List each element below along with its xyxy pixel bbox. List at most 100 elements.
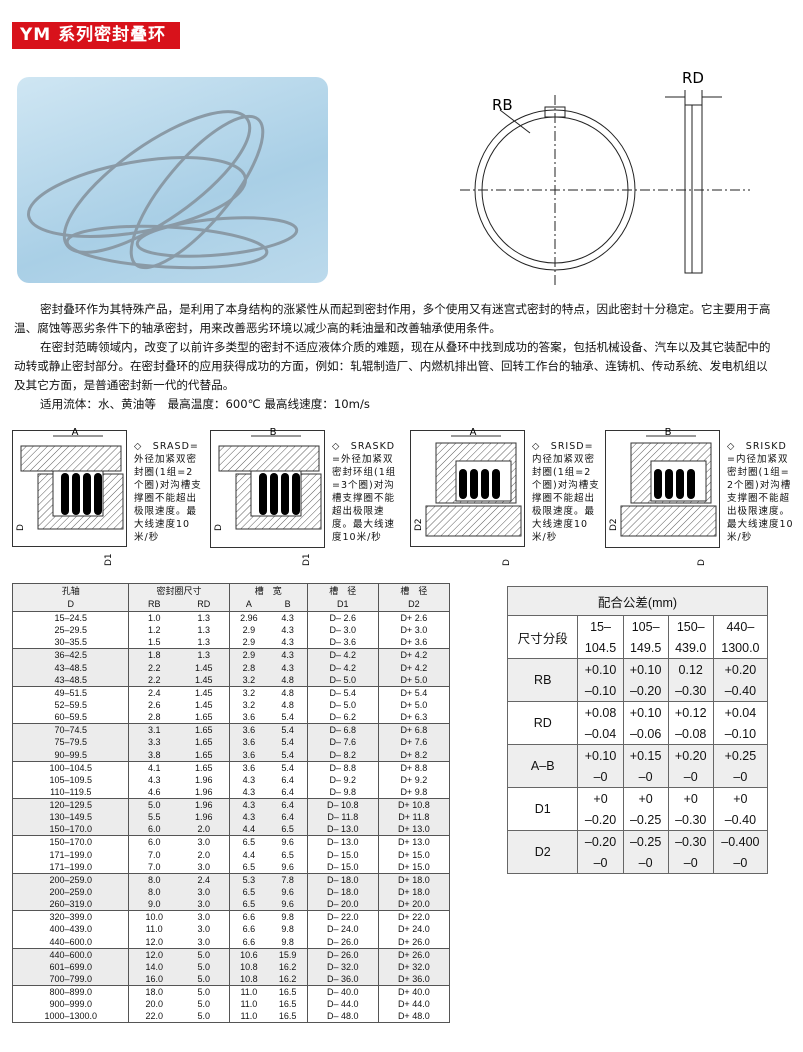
table-cell: D– 8.8	[307, 760, 379, 774]
table-row: 70–74.5 3.1 1.65 3.6 5.4 D– 6.8 D+ 6.8	[12, 723, 450, 737]
table-cell: D+ 10.8	[378, 797, 450, 811]
table-row: 43–48.5 2.2 1.45 2.8 4.3 D– 4.2 D+ 4.2	[12, 661, 450, 674]
col-header: 槽 径	[307, 583, 379, 598]
tolerance-row: –0.04 –0.06 –0.08 –0.10	[508, 723, 769, 745]
table-cell: 5.0	[178, 972, 230, 986]
table-row: 700–799.0 16.0 5.0 10.8 16.2 D– 36.0 D+ 36.0	[12, 972, 450, 986]
table-cell: D– 15.0	[307, 848, 379, 861]
table-cell: 3.6	[229, 748, 269, 762]
size-table: 孔轴 密封圈尺寸 槽 宽 槽 径 槽 径 D RB RD A B D1 D2 1…	[12, 583, 450, 1024]
table-cell: 4.3	[268, 624, 308, 637]
lower-tolerance: –0.10	[577, 680, 624, 702]
table-cell: D+ 8.2	[378, 748, 450, 762]
table-row: 440–600.0 12.0 3.0 6.6 9.8 D– 26.0 D+ 26.0	[12, 935, 450, 949]
range-start: 440–	[712, 615, 769, 637]
lower-tolerance: –0.06	[622, 723, 669, 745]
table-cell: 3.6	[242, 712, 256, 723]
table-cell: 8.0	[128, 885, 179, 899]
table-cell: 1.3	[178, 648, 230, 662]
table-cell: D– 20.0	[307, 898, 379, 911]
table-cell: D– 4.2	[307, 648, 379, 662]
diameter-label: D1	[104, 553, 114, 566]
table-cell: D– 15.0	[307, 860, 379, 874]
table-row: 200–259.0 8.0 3.0 6.5 9.6 D– 18.0 D+ 18.0	[12, 885, 450, 899]
diameter-label: D	[697, 559, 707, 566]
upper-tolerance: +0	[667, 787, 714, 809]
table-cell: 4.8	[268, 673, 308, 687]
table-cell: D– 18.0	[307, 872, 379, 886]
table-cell: 320–399.0	[12, 910, 130, 924]
table-cell: D+ 22.0	[378, 910, 450, 924]
table-cell: 6.5	[229, 898, 269, 911]
table-cell: 4.4	[229, 823, 269, 836]
table-cell: D+ 36.0	[378, 972, 450, 986]
range-start: 105–	[622, 615, 669, 637]
table-cell: 3.6	[229, 736, 269, 749]
table-cell: 4.8	[268, 698, 308, 712]
table-cell: 10.6	[229, 947, 269, 961]
dimension-label: A	[72, 427, 79, 438]
table-cell: 1.96	[178, 797, 230, 811]
col-subheader: RB	[128, 597, 179, 612]
tolerance-row: –0.20 –0.25 –0.30 –0.40	[508, 809, 769, 831]
table-cell: 105–109.5	[12, 773, 130, 786]
table-cell: 9.0	[128, 898, 179, 911]
table-cell: 200–259.0	[12, 872, 130, 886]
stacked-rings-image	[27, 110, 299, 270]
table-cell: 5.4	[268, 748, 308, 762]
seal-diagram: A D2 D	[410, 427, 525, 566]
table-cell: 15.9	[268, 947, 308, 961]
table-row: 43–48.5 2.2 1.45 3.2 4.8 D– 5.0 D+ 5.0	[12, 673, 450, 687]
table-cell: D– 3.0	[307, 624, 379, 637]
table-cell: D+ 7.6	[378, 736, 450, 749]
diagram-description: ◇ SRISD=内径加紧双密封圈(1组=2个圈)对沟槽支撑圈不能超出极限速度。最…	[532, 441, 600, 543]
diameter-label: D	[16, 524, 26, 531]
upper-tolerance: +0.25	[712, 744, 769, 766]
table-cell: D+ 5.0	[378, 673, 450, 687]
table-cell: D– 10.8	[307, 797, 379, 811]
table-cell: D+ 20.0	[378, 898, 450, 911]
table-cell: 2.0	[178, 823, 230, 836]
table-cell: 36–42.5	[12, 648, 130, 662]
table-cell: 7.8	[268, 872, 308, 886]
table-cell: 5.4	[268, 760, 308, 774]
table-cell: 10.8	[229, 972, 269, 986]
table-cell: D+ 2.6	[378, 611, 450, 624]
table-cell: 5.4	[268, 723, 308, 737]
col-subheader: D2	[378, 597, 450, 612]
table-cell: D+ 13.0	[378, 823, 450, 836]
table-row: 171–199.0 7.0 2.0 4.4 6.5 D– 15.0 D+ 15.0	[12, 848, 450, 861]
table-cell: D– 5.0	[307, 698, 379, 712]
table-cell: D+ 26.0	[378, 947, 450, 961]
tolerance-param: D2	[506, 830, 579, 874]
col-subheader: D	[12, 597, 130, 612]
table-cell: D– 7.6	[307, 736, 379, 749]
table-cell: D– 11.8	[307, 810, 379, 824]
table-cell: 2.4	[178, 872, 230, 886]
col-subheader: RD	[178, 597, 230, 612]
table-cell: D+ 3.6	[400, 637, 428, 648]
ring-dimension-drawing: RB RD	[460, 65, 750, 290]
table-cell: 6.0	[128, 835, 179, 849]
diagram-description: ◇ SRISKD=内径加紧双密封圈(1组=2个圈)对沟槽支撑圈不能超出极限速度。…	[727, 441, 794, 543]
table-cell: D– 26.0	[307, 947, 379, 961]
table-cell: 43–48.5	[12, 661, 130, 674]
table-cell: 6.4	[268, 773, 308, 786]
table-cell: 5.0	[178, 960, 230, 973]
table-cell: D+ 6.8	[378, 723, 450, 737]
table-row: 105–109.5 4.3 1.96 4.3 6.4 D– 9.2 D+ 9.2	[12, 773, 450, 786]
table-cell: 6.6	[242, 924, 256, 935]
lower-tolerance: –0.20	[622, 680, 669, 702]
table-cell: 18.0	[128, 984, 179, 998]
tolerance-param: A–B	[506, 744, 579, 788]
table-cell: 16.5	[268, 997, 308, 1011]
table-cell: D– 26.0	[307, 935, 379, 949]
table-cell: 4.3	[147, 774, 161, 785]
table-row: 320–399.0 10.0 3.0 6.6 9.8 D– 22.0 D+ 22.0	[12, 910, 450, 924]
table-cell: 1.8	[128, 648, 179, 662]
table-cell: 30–35.5	[12, 636, 130, 649]
table-cell: D+ 4.2	[378, 661, 450, 674]
table-cell: 11.0	[240, 1011, 258, 1022]
lower-tolerance: –0.40	[712, 680, 769, 702]
table-cell: D+ 15.0	[397, 849, 430, 860]
